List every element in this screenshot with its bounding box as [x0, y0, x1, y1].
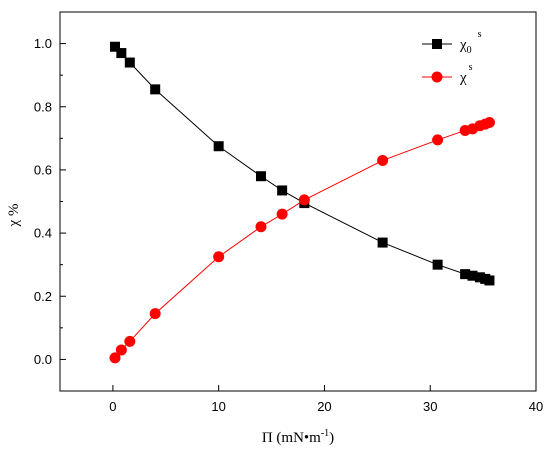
x-tick-label: 40 [529, 399, 543, 414]
data-point-circle [124, 335, 136, 347]
legend-label-chis-sup: s [469, 62, 473, 73]
legend-label-chi0s-sub: 0 [467, 45, 472, 56]
x-tick-label: 30 [423, 399, 437, 414]
data-point-square [213, 141, 224, 152]
data-point-circle [255, 221, 267, 233]
data-point-circle [109, 352, 121, 364]
y-tick-label: 0.6 [34, 162, 52, 177]
x-axis-title-sup: -1 [321, 428, 329, 439]
data-point-square [377, 237, 388, 248]
data-point-circle [483, 117, 495, 129]
y-axis: 0.0 0.2 0.4 0.6 0.8 1.0 [34, 36, 66, 367]
data-point-circle [432, 134, 444, 146]
y-tick-label: 0.4 [34, 226, 52, 241]
x-axis-title: Π (mN•m-1) [262, 428, 334, 446]
data-point-square [474, 272, 485, 283]
data-point-square [116, 48, 127, 59]
legend-label-chis-base: χ [459, 70, 467, 86]
data-point-square [110, 41, 121, 52]
y-tick-label: 0.8 [34, 99, 52, 114]
data-point-square [255, 171, 266, 182]
x-axis-title-close: ) [329, 430, 334, 446]
data-point-circle [213, 251, 225, 263]
data-point-circle [276, 208, 288, 220]
data-point-square [124, 57, 135, 68]
data-point-square [467, 270, 478, 281]
legend-label-chis: χs [459, 62, 473, 86]
data-point-circle [298, 194, 310, 206]
data-point-square [277, 185, 288, 196]
x-tick-label: 10 [211, 399, 225, 414]
series-line-0 [114, 46, 490, 281]
data-point-square [432, 259, 443, 270]
legend: χ0s χs [422, 29, 482, 86]
legend-label-chi0s-base: χ [459, 37, 467, 53]
plot-frame [59, 11, 537, 392]
data-point-circle [149, 308, 161, 320]
legend-marker-chi0s [432, 39, 442, 49]
data-point-square [150, 84, 161, 95]
y-tick-label: 0.0 [34, 352, 52, 367]
y-tick-label: 0.2 [34, 289, 52, 304]
data-point-square [460, 269, 471, 280]
data-point-square [484, 275, 495, 286]
x-axis: 0 10 20 30 40 [109, 385, 543, 414]
y-axis-title: χ % [6, 204, 22, 228]
legend-marker-chis [431, 71, 443, 83]
x-tick-label: 0 [109, 399, 116, 414]
data-point-circle [115, 344, 127, 356]
data-point-circle [377, 154, 389, 166]
y-tick-label: 1.0 [34, 36, 52, 51]
x-tick-label: 20 [317, 399, 331, 414]
legend-label-chi0s: χ0s [459, 29, 482, 56]
series-layer [109, 41, 495, 364]
series-line-1 [114, 122, 490, 359]
legend-label-chi0s-sup: s [478, 29, 482, 40]
